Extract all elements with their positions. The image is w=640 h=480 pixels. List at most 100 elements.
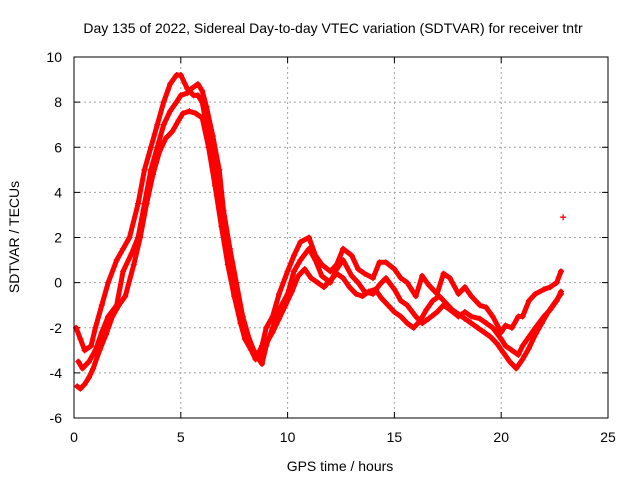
data-point [547, 284, 554, 291]
y-tick-labels: -6 -4 -2 0 2 4 6 8 10 [46, 49, 62, 426]
data-point [419, 272, 426, 279]
data-point [237, 320, 244, 327]
data-series [73, 72, 567, 392]
data-point [220, 207, 227, 214]
data-point [103, 331, 110, 338]
data-point [355, 266, 362, 273]
data-point [560, 214, 567, 221]
data-point [558, 268, 565, 275]
data-point [355, 279, 362, 286]
data-point [96, 347, 103, 354]
y-tick-label: 4 [54, 184, 62, 200]
data-point [327, 268, 334, 275]
data-point [397, 275, 404, 282]
data-point [312, 257, 319, 264]
data-point [167, 108, 174, 115]
data-point [468, 320, 475, 327]
x-tick-label: 20 [493, 429, 509, 445]
data-point [532, 290, 539, 297]
data-point [216, 166, 223, 173]
data-point [288, 288, 295, 295]
data-point [365, 288, 372, 295]
data-point [194, 81, 201, 88]
data-point [137, 234, 144, 241]
data-point [173, 99, 180, 106]
data-point [545, 308, 552, 315]
data-point [397, 297, 404, 304]
data-point [340, 257, 347, 264]
data-point [211, 182, 218, 189]
data-point [98, 329, 105, 336]
data-point [412, 293, 419, 300]
data-point [130, 261, 137, 268]
data-point [224, 261, 231, 268]
data-point [340, 275, 347, 282]
data-point [425, 281, 432, 288]
data-point [532, 331, 539, 338]
y-tick-label: 6 [54, 139, 62, 155]
data-point [372, 286, 379, 293]
data-point [90, 365, 97, 372]
data-point [250, 347, 257, 354]
data-point [188, 85, 195, 92]
y-tick-label: 0 [54, 275, 62, 291]
x-tick-label: 5 [177, 429, 185, 445]
data-point [519, 313, 526, 320]
data-point [175, 117, 182, 124]
data-point [558, 290, 565, 297]
data-point [109, 313, 116, 320]
data-point [301, 266, 308, 273]
x-tick-label: 0 [70, 429, 78, 445]
data-point [474, 324, 481, 331]
data-point [468, 293, 475, 300]
data-point [376, 281, 383, 288]
data-point [461, 308, 468, 315]
data-point [258, 360, 265, 367]
data-point [370, 275, 377, 282]
data-point [156, 148, 163, 155]
data-point [391, 308, 398, 315]
data-point [476, 302, 483, 309]
data-point [98, 302, 105, 309]
data-point [179, 110, 186, 117]
y-tick-label: -2 [50, 320, 63, 336]
plot-frame [73, 56, 609, 419]
data-point [85, 358, 92, 365]
data-point [436, 293, 443, 300]
y-tick-label: -4 [50, 365, 63, 381]
data-point [192, 110, 199, 117]
series-track-c [74, 108, 565, 392]
x-tick-label: 15 [387, 429, 403, 445]
data-point [147, 144, 154, 151]
data-point [167, 81, 174, 88]
data-point [105, 279, 112, 286]
data-point [231, 293, 238, 300]
data-point [391, 286, 398, 293]
data-point [263, 324, 270, 331]
x-tick-labels: 0 5 10 15 20 25 [70, 429, 616, 445]
data-point [113, 257, 120, 264]
data-point [359, 293, 366, 300]
y-tick-label: -6 [50, 410, 63, 426]
data-point [276, 315, 283, 322]
data-point [455, 311, 462, 318]
data-point [449, 306, 456, 313]
data-point [446, 275, 453, 282]
data-point [308, 275, 315, 282]
data-point [263, 340, 270, 347]
data-point [203, 103, 210, 110]
data-point [128, 250, 135, 257]
data-point [423, 306, 430, 313]
data-point [361, 270, 368, 277]
data-point [269, 329, 276, 336]
data-point [115, 302, 122, 309]
data-point [340, 245, 347, 252]
data-point [209, 132, 216, 139]
data-point [348, 252, 355, 259]
data-point [256, 354, 263, 361]
data-point [333, 270, 340, 277]
y-tick-label: 10 [46, 49, 62, 65]
data-point [154, 121, 161, 128]
gridlines [74, 57, 608, 418]
data-point [508, 324, 515, 331]
